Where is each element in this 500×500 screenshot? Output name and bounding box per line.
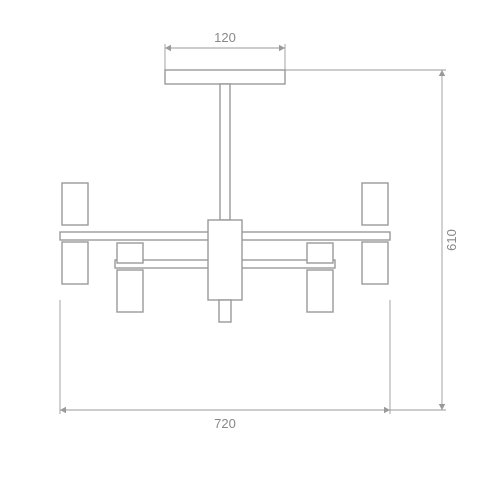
dimensions: 120 720 610: [60, 30, 459, 431]
dim-top-label: 120: [214, 30, 236, 45]
dim-bottom-label: 720: [214, 416, 236, 431]
dim-right-label: 610: [444, 229, 459, 251]
fixture-drawing: [60, 70, 390, 322]
